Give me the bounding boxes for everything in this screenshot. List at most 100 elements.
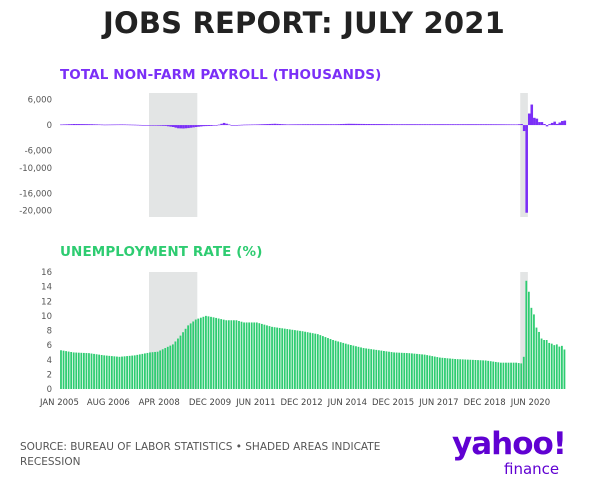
y-tick-label: 14	[41, 283, 52, 293]
bar	[324, 337, 327, 389]
bar	[149, 125, 152, 126]
bar	[105, 355, 108, 389]
bar	[416, 124, 419, 126]
bar	[288, 329, 291, 389]
y-tick-label: 10	[41, 312, 52, 322]
bar	[77, 352, 80, 389]
bar	[233, 125, 236, 126]
bar	[372, 349, 375, 389]
bar	[255, 322, 258, 389]
bar	[461, 359, 464, 389]
bar	[334, 340, 337, 389]
bar	[169, 125, 172, 127]
bar	[446, 358, 449, 389]
bar	[184, 125, 188, 129]
bar	[507, 362, 510, 389]
bar	[205, 315, 207, 389]
bar	[88, 353, 90, 389]
bar	[171, 344, 174, 389]
bar	[110, 124, 114, 126]
x-tick-label: JUN 2020	[510, 398, 550, 408]
bar	[383, 124, 386, 126]
bar	[357, 346, 360, 389]
bar	[182, 125, 185, 129]
bar	[301, 331, 304, 389]
bar	[393, 124, 396, 126]
bar	[561, 121, 564, 126]
bar	[103, 124, 106, 126]
bar	[243, 124, 246, 126]
bar	[144, 125, 147, 126]
bar	[133, 355, 136, 389]
bar	[352, 123, 356, 126]
bar	[344, 123, 348, 126]
bar	[431, 356, 434, 389]
bar	[253, 322, 256, 389]
bar	[212, 125, 216, 126]
bar	[255, 124, 259, 126]
bar	[324, 124, 328, 126]
bar	[329, 124, 333, 126]
bar	[215, 317, 217, 389]
bar	[530, 307, 533, 389]
bar	[352, 345, 355, 389]
bar	[334, 124, 338, 126]
bar	[563, 349, 566, 389]
bar	[535, 327, 538, 389]
bar	[436, 357, 439, 389]
bar	[309, 124, 312, 126]
bar	[161, 349, 164, 389]
bar	[360, 123, 363, 126]
bar	[339, 342, 342, 389]
bar	[484, 360, 487, 389]
bar	[85, 353, 88, 389]
bar	[301, 124, 305, 126]
bar	[436, 124, 439, 126]
bar	[166, 346, 169, 389]
bar	[563, 120, 567, 126]
bar	[177, 125, 180, 129]
bar	[263, 124, 267, 126]
bar	[250, 322, 253, 389]
bar	[67, 351, 70, 389]
bar	[65, 351, 67, 389]
bar	[362, 348, 365, 389]
bar	[499, 124, 503, 126]
bar	[159, 350, 162, 389]
bar	[497, 362, 500, 389]
bar	[164, 348, 167, 389]
bar	[156, 125, 160, 126]
bar	[449, 358, 451, 389]
bar	[464, 359, 467, 389]
bar	[207, 125, 211, 126]
bar	[250, 124, 254, 126]
bar	[70, 124, 73, 126]
bar	[385, 351, 388, 389]
bar	[520, 363, 523, 389]
bar	[288, 124, 292, 126]
bar	[327, 338, 329, 389]
bar	[60, 350, 62, 389]
bar	[494, 124, 498, 126]
bar	[72, 124, 76, 126]
unemployment-chart: 0 2 4 6 8 10 12 14 16 JAN 2005 AUG 2006 APR 2008 DEC…	[39, 268, 566, 408]
bar	[121, 124, 124, 126]
bar	[95, 124, 99, 126]
bar	[243, 322, 245, 389]
bar	[540, 338, 543, 389]
bar	[360, 347, 362, 389]
bar	[304, 331, 306, 389]
bar	[72, 352, 75, 389]
bar	[449, 124, 452, 126]
bar	[240, 321, 243, 389]
bar	[545, 340, 548, 389]
bar	[329, 339, 332, 389]
bar	[380, 124, 384, 126]
bar	[156, 351, 159, 389]
bar	[355, 123, 358, 126]
bar	[105, 124, 109, 126]
bar	[215, 125, 218, 126]
payroll-chart-title: TOTAL NON-FARM PAYROLL (THOUSANDS)	[60, 67, 382, 83]
bar	[520, 124, 523, 126]
bar	[426, 124, 429, 126]
